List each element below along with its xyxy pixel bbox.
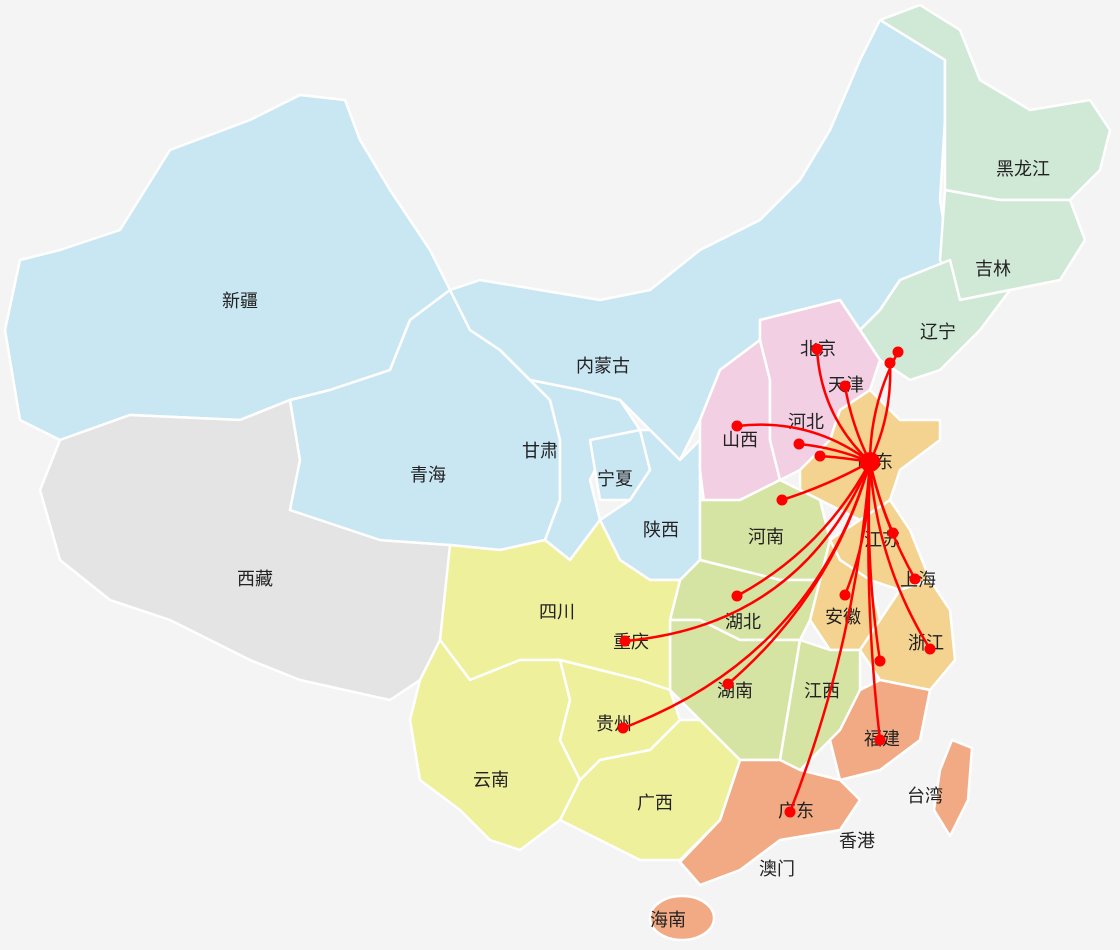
route-endpoint-fujian bbox=[874, 734, 886, 746]
label-ningxia: 宁夏 bbox=[597, 469, 633, 490]
route-endpoint-liaoning-b bbox=[884, 357, 896, 369]
route-arc-shanghai bbox=[868, 461, 917, 580]
label-hunan: 湖南 bbox=[717, 681, 753, 702]
region-taiwan[interactable] bbox=[932, 738, 974, 838]
route-endpoint-hunan bbox=[722, 678, 734, 690]
route-arc-beijing bbox=[815, 348, 871, 463]
label-xizang: 西藏 bbox=[237, 569, 273, 590]
route-arc-shanxi bbox=[736, 423, 871, 463]
label-gansu: 甘肃 bbox=[522, 441, 558, 462]
route-endpoint-guangdong bbox=[784, 806, 796, 818]
region-yunnan[interactable] bbox=[408, 638, 582, 852]
route-endpoint-shanxi bbox=[731, 420, 743, 432]
label-aomen: 澳门 bbox=[759, 859, 795, 880]
label-taiwan: 台湾 bbox=[907, 786, 943, 807]
region-heilongjiang[interactable] bbox=[878, 3, 1112, 202]
region-guangxi[interactable] bbox=[558, 718, 742, 862]
route-arc-hubei bbox=[736, 461, 872, 598]
route-arc-fujian bbox=[867, 461, 882, 741]
route-arc-liaoning-b bbox=[868, 362, 892, 463]
label-liaoning: 辽宁 bbox=[920, 322, 956, 343]
route-arc-hunan bbox=[727, 461, 872, 685]
label-heilongjiang: 黑龙江 bbox=[996, 159, 1050, 180]
label-hainan: 海南 bbox=[650, 910, 686, 931]
route-arc-zhejiang bbox=[868, 461, 932, 650]
label-henan: 河南 bbox=[748, 527, 784, 548]
route-hub-shandong bbox=[860, 452, 880, 472]
label-guangdong: 广东 bbox=[778, 801, 814, 822]
route-endpoint-hebei-b bbox=[814, 450, 826, 462]
label-yunnan: 云南 bbox=[473, 770, 509, 791]
label-anhui: 安徽 bbox=[825, 607, 861, 628]
route-endpoint-zhejiang bbox=[924, 643, 936, 655]
route-arc-chongqing bbox=[624, 461, 872, 643]
route-arc-guangdong bbox=[788, 461, 872, 813]
label-jilin: 吉林 bbox=[975, 259, 1011, 280]
label-xinjiang: 新疆 bbox=[222, 291, 258, 312]
route-endpoint-chongqing bbox=[619, 635, 631, 647]
route-endpoint-beijing bbox=[811, 343, 823, 355]
label-chongqing: 重庆 bbox=[613, 632, 649, 653]
routes-layer bbox=[617, 343, 936, 818]
region-jilin[interactable] bbox=[938, 188, 1087, 302]
label-sichuan: 四川 bbox=[539, 602, 575, 623]
route-endpoint-guizhou bbox=[617, 722, 629, 734]
route-endpoint-anhui bbox=[839, 589, 851, 601]
label-guangxi: 广西 bbox=[637, 793, 673, 814]
route-endpoint-liaoning-a bbox=[892, 346, 904, 358]
region-hainan[interactable] bbox=[648, 894, 716, 942]
route-endpoint-shanghai bbox=[909, 573, 921, 585]
label-xianggang: 香港 bbox=[839, 831, 875, 852]
route-endpoint-henan bbox=[776, 494, 788, 506]
label-qinghai: 青海 bbox=[410, 465, 446, 486]
route-endpoint-zhejiang-b bbox=[874, 655, 886, 667]
route-endpoint-hebei-a bbox=[793, 438, 805, 450]
label-shanxi: 山西 bbox=[722, 430, 758, 451]
label-shaanxi: 陕西 bbox=[643, 520, 679, 541]
label-neimenggu: 内蒙古 bbox=[576, 356, 630, 377]
route-endpoint-hubei bbox=[731, 590, 743, 602]
label-hubei: 湖北 bbox=[725, 612, 761, 633]
route-endpoint-tianjin bbox=[839, 380, 851, 392]
label-jiangxi: 江西 bbox=[804, 681, 840, 702]
region-gansu[interactable] bbox=[498, 348, 642, 562]
